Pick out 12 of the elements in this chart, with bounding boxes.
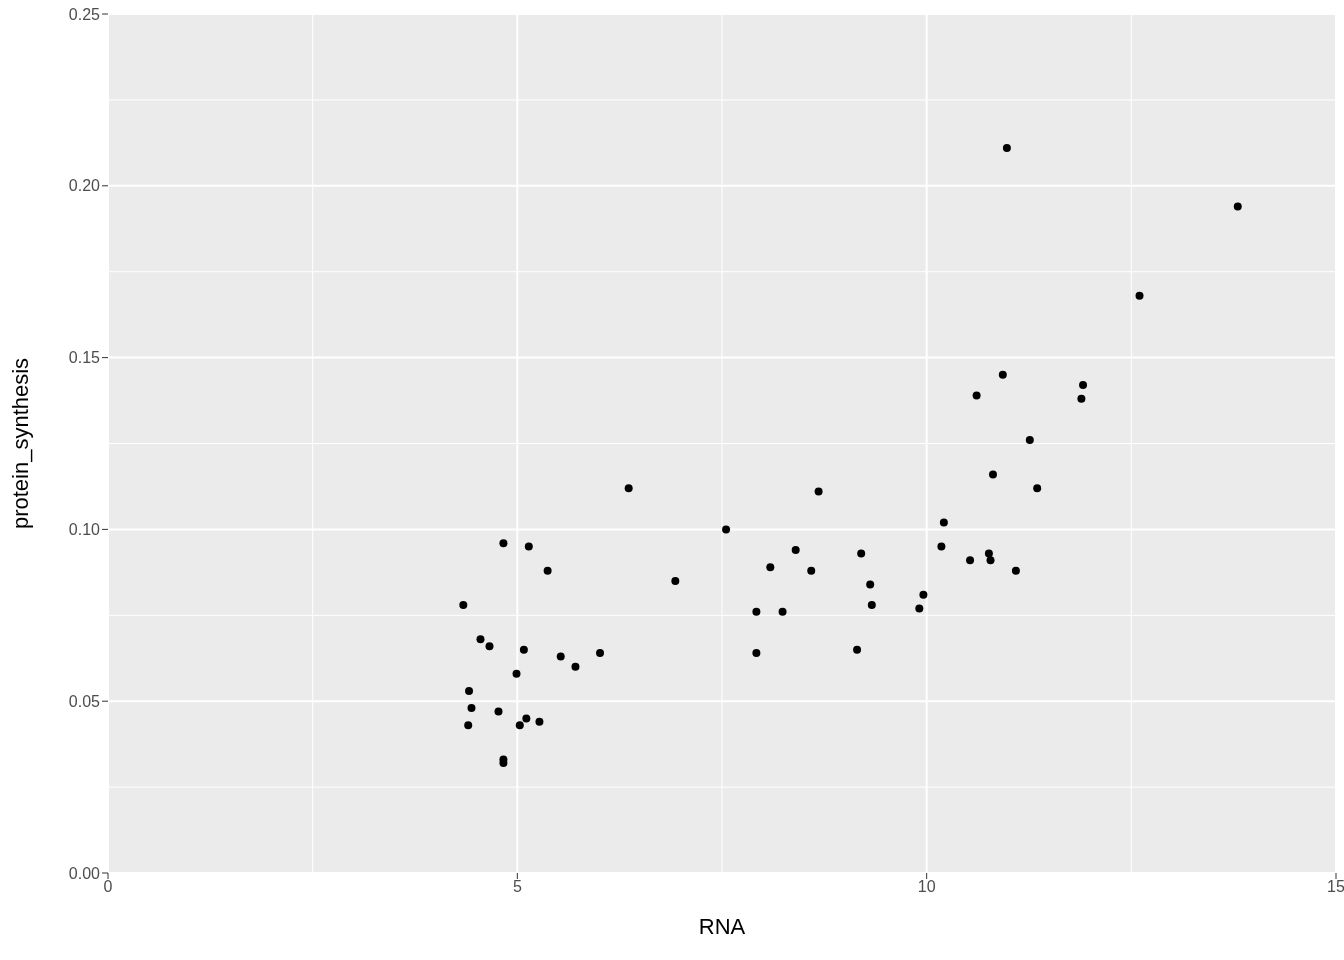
y-axis-title: protein_synthesis <box>7 357 33 530</box>
y-tick-label: 0.10 <box>68 521 101 539</box>
y-tick-label: 0.05 <box>68 692 101 710</box>
x-tick-label: 10 <box>917 878 936 896</box>
x-tick-label: 5 <box>512 878 522 896</box>
y-tick-label: 0.25 <box>68 5 101 23</box>
y-tick-label: 0.15 <box>68 349 101 367</box>
x-axis-title: RNA <box>698 914 746 939</box>
x-tick-label: 0 <box>103 878 113 896</box>
y-tick-label: 0.20 <box>68 177 101 195</box>
y-tick-label: 0.00 <box>68 864 101 882</box>
x-tick-label: 15 <box>1327 878 1344 896</box>
